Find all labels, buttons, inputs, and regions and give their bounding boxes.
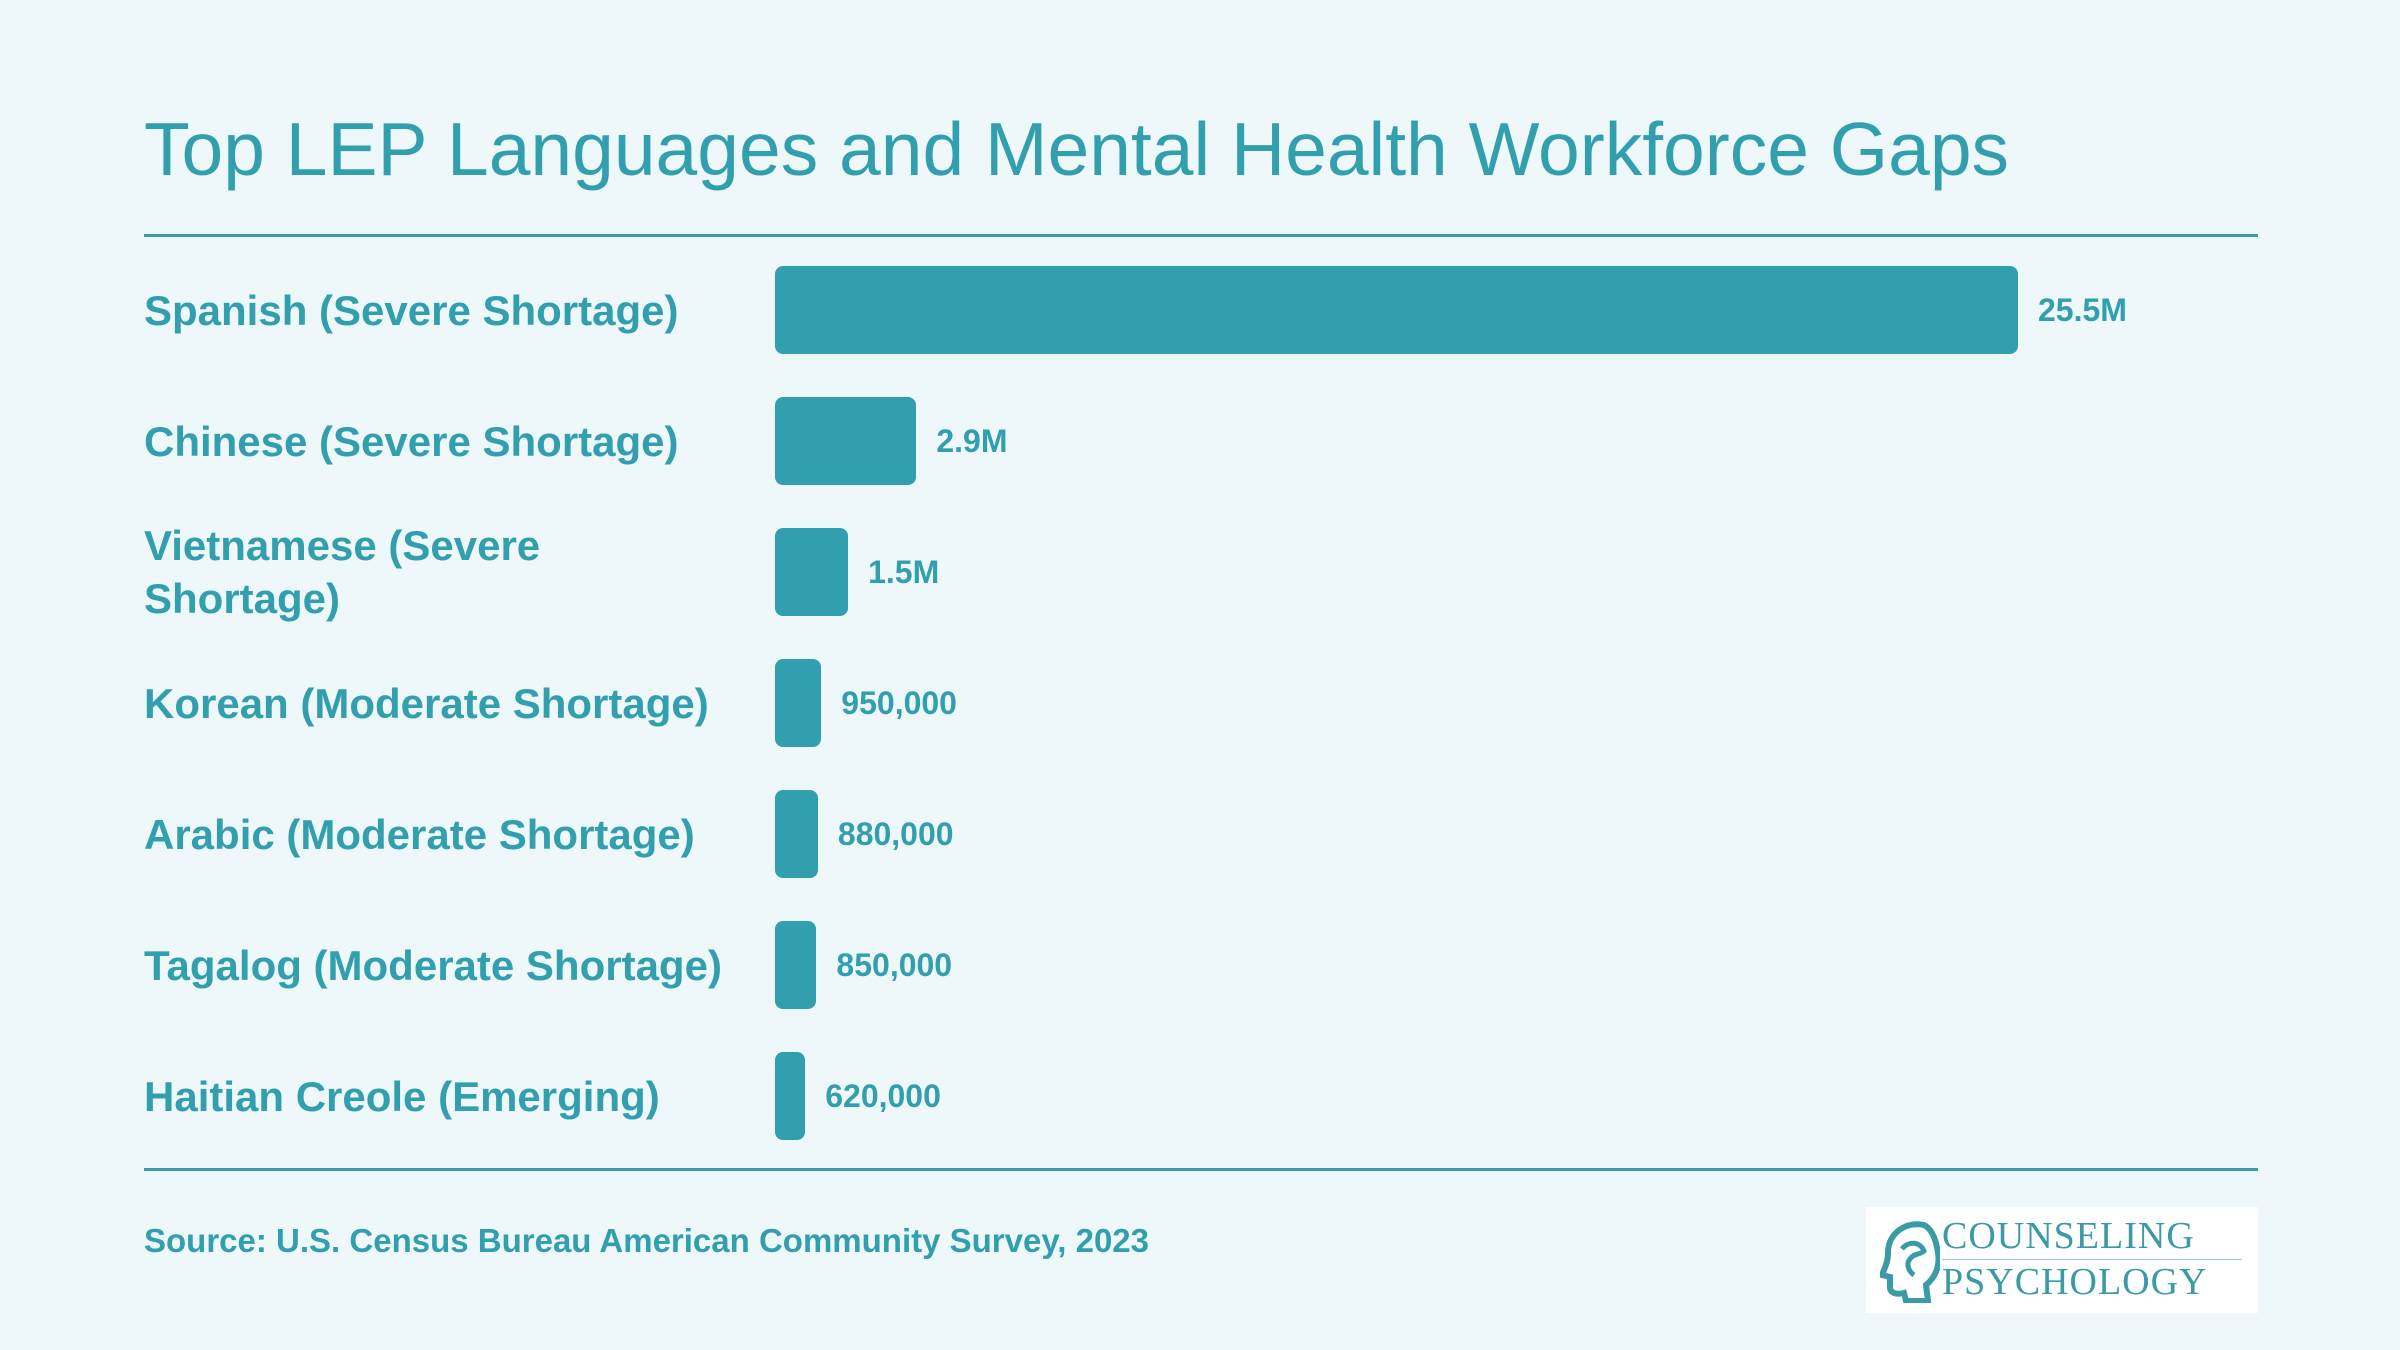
category-label: Korean (Moderate Shortage) bbox=[144, 679, 709, 727]
head-profile-icon bbox=[1880, 1221, 1940, 1303]
category-label: Chinese (Severe Shortage) bbox=[144, 417, 679, 465]
logo-separator bbox=[1942, 1259, 2242, 1260]
source-note: Source: U.S. Census Bureau American Comm… bbox=[144, 1222, 1150, 1259]
bar bbox=[775, 528, 849, 616]
logo-line-2: PSYCHOLOGY bbox=[1942, 1261, 2208, 1303]
category-label: Haitian Creole (Emerging) bbox=[144, 1072, 660, 1120]
data-label: 850,000 bbox=[836, 947, 953, 983]
bar bbox=[775, 266, 2018, 354]
bar bbox=[775, 659, 822, 747]
bar bbox=[775, 1052, 806, 1140]
bar bbox=[775, 397, 917, 485]
category-label: Tagalog (Moderate Shortage) bbox=[144, 941, 722, 989]
category-label: Spanish (Severe Shortage) bbox=[144, 286, 679, 334]
bar bbox=[775, 921, 817, 1009]
data-label: 2.9M bbox=[936, 423, 1008, 459]
logo-line-1: COUNSELING bbox=[1942, 1215, 2195, 1257]
data-label: 880,000 bbox=[837, 816, 954, 852]
data-label: 620,000 bbox=[825, 1078, 941, 1114]
data-label: 1.5M bbox=[868, 554, 940, 590]
bottom-divider bbox=[144, 1168, 2258, 1171]
category-label: Arabic (Moderate Shortage) bbox=[144, 810, 695, 858]
top-divider bbox=[144, 234, 2258, 237]
data-label: 950,000 bbox=[841, 685, 957, 721]
data-label: 25.5M bbox=[2038, 292, 2127, 328]
counseling-psychology-logo: COUNSELING PSYCHOLOGY bbox=[1866, 1207, 2258, 1313]
chart-title: Top LEP Languages and Mental Health Work… bbox=[144, 107, 2010, 191]
bar bbox=[775, 790, 818, 878]
category-label: Vietnamese (Severe Shortage) bbox=[144, 522, 541, 622]
